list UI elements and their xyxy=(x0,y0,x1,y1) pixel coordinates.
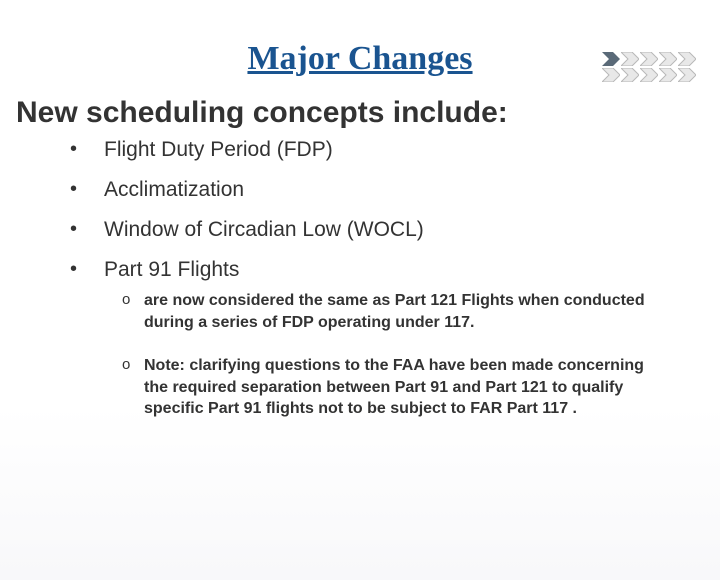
bullet-label: Flight Duty Period (FDP) xyxy=(104,138,333,161)
arrow-logo xyxy=(602,52,702,90)
chevron-arrow-icon xyxy=(621,68,639,82)
bullet-item: Flight Duty Period (FDP) xyxy=(70,138,680,162)
bullet-label: Acclimatization xyxy=(104,178,244,201)
sub-bullet-list: are now considered the same as Part 121 … xyxy=(122,290,680,420)
arrow-row-2 xyxy=(602,68,702,82)
bullet-label: Part 91 Flights xyxy=(104,258,239,281)
chevron-arrow-icon xyxy=(640,68,658,82)
chevron-arrow-icon xyxy=(602,52,620,66)
chevron-arrow-icon xyxy=(659,68,677,82)
chevron-arrow-icon xyxy=(678,52,696,66)
bullet-item: Window of Circadian Low (WOCL) xyxy=(70,218,680,242)
chevron-arrow-icon xyxy=(678,68,696,82)
bullet-item: Acclimatization xyxy=(70,178,680,202)
bullet-label: Window of Circadian Low (WOCL) xyxy=(104,218,424,241)
chevron-arrow-icon xyxy=(602,68,620,82)
bullet-list: Flight Duty Period (FDP) Acclimatization… xyxy=(70,138,680,420)
sub-bullet-item: are now considered the same as Part 121 … xyxy=(122,290,680,333)
chevron-arrow-icon xyxy=(640,52,658,66)
chevron-arrow-icon xyxy=(659,52,677,66)
sub-bullet-item: Note: clarifying questions to the FAA ha… xyxy=(122,355,680,420)
arrow-row-1 xyxy=(602,52,702,66)
bullet-item: Part 91 Flights are now considered the s… xyxy=(70,258,680,420)
chevron-arrow-icon xyxy=(621,52,639,66)
slide-subtitle: New scheduling concepts include: xyxy=(16,96,720,130)
